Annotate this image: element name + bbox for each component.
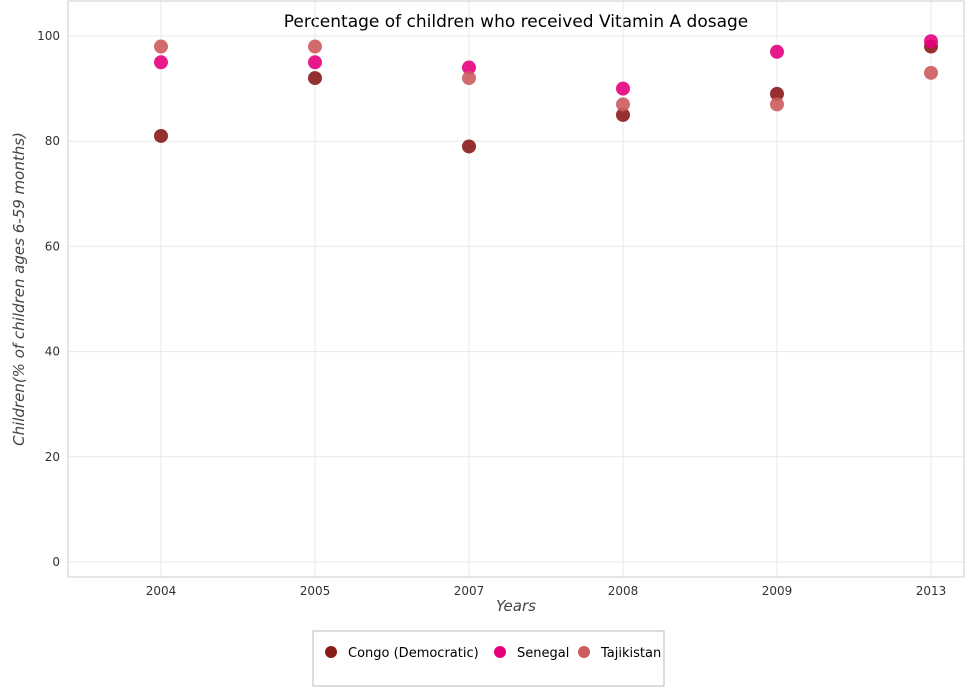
x-axis-label: Years	[496, 597, 536, 615]
axes: 0 20 40 60 80 100 2004 2005 2007 2008 2009 2013	[37, 0, 965, 598]
grid-lines	[68, 1, 964, 577]
data-point-congo	[308, 71, 322, 86]
y-tick-label: 20	[45, 450, 60, 464]
data-point-senegal	[462, 60, 476, 75]
data-point-tajikistan	[308, 39, 322, 54]
legend-marker-tajikistan	[578, 646, 590, 658]
chart-title: Percentage of children who received Vita…	[284, 12, 749, 32]
data-point-tajikistan	[462, 71, 476, 86]
data-point-tajikistan	[616, 97, 630, 112]
data-point-tajikistan	[924, 65, 938, 80]
data-point-senegal	[770, 44, 784, 59]
x-tick-label: 2007	[454, 584, 485, 598]
x-tick-label: 2005	[300, 584, 331, 598]
data-point-senegal	[308, 55, 322, 70]
y-axis-label: Children(% of children ages 6-59 months)	[10, 132, 28, 446]
x-tick-label: 2004	[146, 584, 177, 598]
data-point-senegal	[154, 55, 168, 70]
x-tick-label: 2009	[762, 584, 793, 598]
y-tick-label: 60	[45, 239, 60, 253]
y-tick-label: 0	[52, 555, 60, 569]
data-point-congo	[616, 107, 630, 122]
x-tick-label: 2008	[608, 584, 639, 598]
legend-label-tajikistan: Tajikistan	[600, 646, 661, 661]
y-tick-label: 80	[45, 134, 60, 148]
legend-label-congo: Congo (Democratic)	[348, 646, 479, 661]
y-tick-label: 100	[37, 29, 60, 43]
data-point-senegal	[924, 34, 938, 49]
data-point-congo	[154, 128, 168, 143]
data-points	[154, 34, 938, 154]
data-point-congo	[770, 86, 784, 101]
legend-marker-congo	[325, 646, 337, 658]
data-point-tajikistan	[154, 39, 168, 54]
legend: Congo (Democratic) Senegal Tajikistan	[312, 630, 665, 687]
data-point-senegal	[616, 81, 630, 96]
legend-marker-senegal	[494, 646, 506, 658]
y-tick-label: 40	[45, 345, 60, 359]
data-point-tajikistan	[770, 97, 784, 112]
plot-frame	[67, 0, 965, 578]
legend-label-senegal: Senegal	[517, 646, 569, 661]
data-point-congo	[462, 139, 476, 154]
x-tick-label: 2013	[916, 584, 947, 598]
legend-box	[312, 630, 665, 687]
